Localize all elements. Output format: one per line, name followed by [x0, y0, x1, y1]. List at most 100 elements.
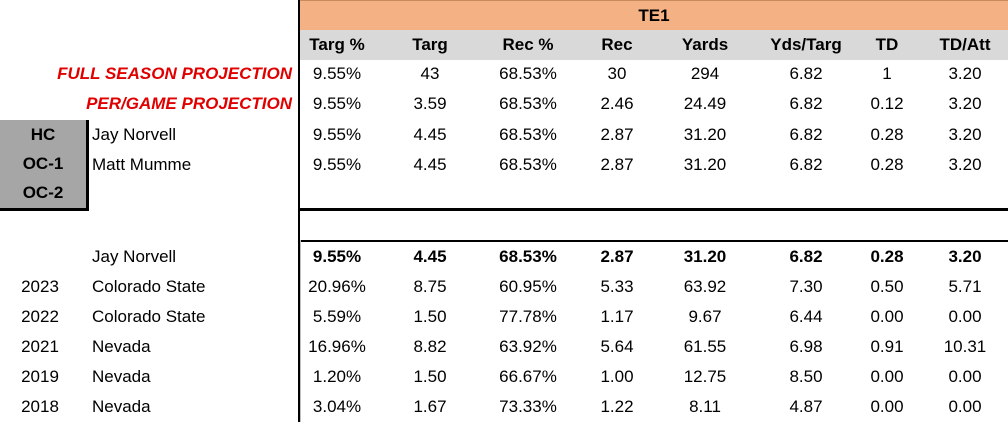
- history-summary-cell: 31.20: [683, 247, 727, 266]
- coach-cell: 9.55%: [312, 125, 362, 144]
- coach-cell: 4.45: [413, 125, 447, 144]
- history-cell: 0.50: [870, 277, 904, 296]
- history-cell: 1.20%: [312, 367, 362, 386]
- column-header: Targ: [412, 35, 448, 54]
- history-cell: 73.33%: [499, 397, 557, 416]
- te1-header-title: TE1: [638, 6, 670, 25]
- history-cell: 4.87: [789, 397, 823, 416]
- column-header: Yds/Targ: [770, 35, 842, 54]
- history-cell: 8.11: [689, 397, 721, 416]
- coach-cell: 2.87: [600, 125, 634, 144]
- column-header-band: [300, 30, 1008, 60]
- history-summary-cell: 3.20: [948, 247, 982, 266]
- projection-cell: 2.46: [600, 94, 634, 113]
- history-cell: 9.67: [688, 307, 722, 326]
- history-cell: 8.50: [789, 367, 823, 386]
- coach-cell: 0.28: [870, 125, 904, 144]
- projection-cell: 24.49: [683, 94, 727, 113]
- history-summary-cell: 9.55%: [312, 247, 362, 266]
- projection-cell: 6.82: [789, 94, 823, 113]
- column-header: TD/Att: [939, 35, 991, 54]
- history-cell: 63.92: [683, 277, 727, 296]
- projection-label: PER/GAME PROJECTION: [86, 94, 292, 113]
- projection-cell: 30: [607, 64, 627, 83]
- history-cell: 20.96%: [308, 277, 366, 296]
- coach-cell: 68.53%: [499, 155, 557, 174]
- left-border-upper: [298, 0, 300, 240]
- history-cell: 0.00: [948, 397, 982, 416]
- history-cell: 5.59%: [312, 307, 362, 326]
- coach-cell: 3.20: [948, 155, 982, 174]
- history-summary-name: Jay Norvell: [92, 247, 177, 266]
- history-cell: 6.98: [789, 337, 823, 356]
- history-cell: 0.00: [948, 307, 982, 326]
- history-cell: 12.75: [683, 367, 727, 386]
- section-divider-history: [298, 240, 1008, 242]
- history-summary-cell: 2.87: [600, 247, 634, 266]
- coach-cell: 6.82: [789, 155, 823, 174]
- projection-cell: 3.59: [413, 94, 447, 113]
- coach-cell: 6.82: [789, 125, 823, 144]
- coach-cell: 9.55%: [312, 155, 362, 174]
- history-cell: 0.00: [948, 367, 982, 386]
- history-year: 2022: [21, 307, 59, 326]
- history-school: Colorado State: [92, 277, 206, 296]
- column-header: Yards: [681, 35, 729, 54]
- left-border-lower-light: [300, 240, 301, 422]
- projection-cell: 3.20: [948, 94, 982, 113]
- history-cell: 1.22: [600, 397, 634, 416]
- history-cell: 61.55: [683, 337, 727, 356]
- projection-cell: 9.55%: [312, 94, 362, 113]
- projection-cell: 0.12: [870, 94, 904, 113]
- projection-cell: 9.55%: [312, 64, 362, 83]
- te1-header-band: TE1: [300, 0, 1008, 32]
- column-header: Targ %: [309, 35, 365, 54]
- history-year: 2019: [21, 367, 59, 386]
- coach-cell: 31.20: [683, 125, 727, 144]
- history-cell: 63.92%: [499, 337, 557, 356]
- column-header: Rec %: [502, 35, 554, 54]
- coach-tag-hc: HC: [30, 125, 56, 144]
- history-cell: 1.50: [413, 307, 447, 326]
- column-header: TD: [875, 35, 899, 54]
- coach-name: Jay Norvell: [92, 125, 177, 144]
- coach-cell: 31.20: [683, 155, 727, 174]
- history-cell: 1.00: [600, 367, 634, 386]
- history-cell: 0.00: [870, 307, 904, 326]
- history-cell: 8.75: [413, 277, 447, 296]
- history-school: Nevada: [92, 397, 151, 416]
- history-school: Nevada: [92, 337, 151, 356]
- history-cell: 16.96%: [308, 337, 366, 356]
- coach-role-box: HC OC-1 OC-2: [0, 120, 89, 211]
- projection-cell: 294: [690, 64, 720, 83]
- history-cell: 60.95%: [499, 277, 557, 296]
- coach-cell: 0.28: [870, 155, 904, 174]
- history-school: Colorado State: [92, 307, 206, 326]
- coach-cell: 3.20: [948, 125, 982, 144]
- history-cell: 1.67: [413, 397, 447, 416]
- coach-tag-oc2: OC-2: [22, 183, 64, 202]
- left-border-lower: [298, 242, 300, 422]
- projection-cell: 3.20: [948, 64, 982, 83]
- history-cell: 77.78%: [499, 307, 557, 326]
- history-cell: 6.44: [789, 307, 823, 326]
- coach-tag-oc1: OC-1: [22, 154, 64, 173]
- coach-name: Matt Mumme: [92, 155, 192, 174]
- projection-label: FULL SEASON PROJECTION: [57, 64, 292, 83]
- history-summary-cell: 4.45: [413, 247, 447, 266]
- history-year: 2018: [21, 397, 59, 416]
- history-summary-cell: 6.82: [789, 247, 823, 266]
- projection-cell: 1: [882, 64, 892, 83]
- history-cell: 1.17: [600, 307, 634, 326]
- column-header: Rec: [601, 35, 633, 54]
- section-divider-thick: [300, 208, 1008, 211]
- history-cell: 5.64: [600, 337, 634, 356]
- history-cell: 3.04%: [312, 397, 362, 416]
- history-cell: 5.71: [948, 277, 982, 296]
- history-cell: 8.82: [413, 337, 447, 356]
- history-cell: 0.91: [870, 337, 904, 356]
- projection-cell: 68.53%: [499, 64, 557, 83]
- history-cell: 7.30: [789, 277, 823, 296]
- history-summary-cell: 68.53%: [499, 247, 557, 266]
- history-cell: 0.00: [870, 367, 904, 386]
